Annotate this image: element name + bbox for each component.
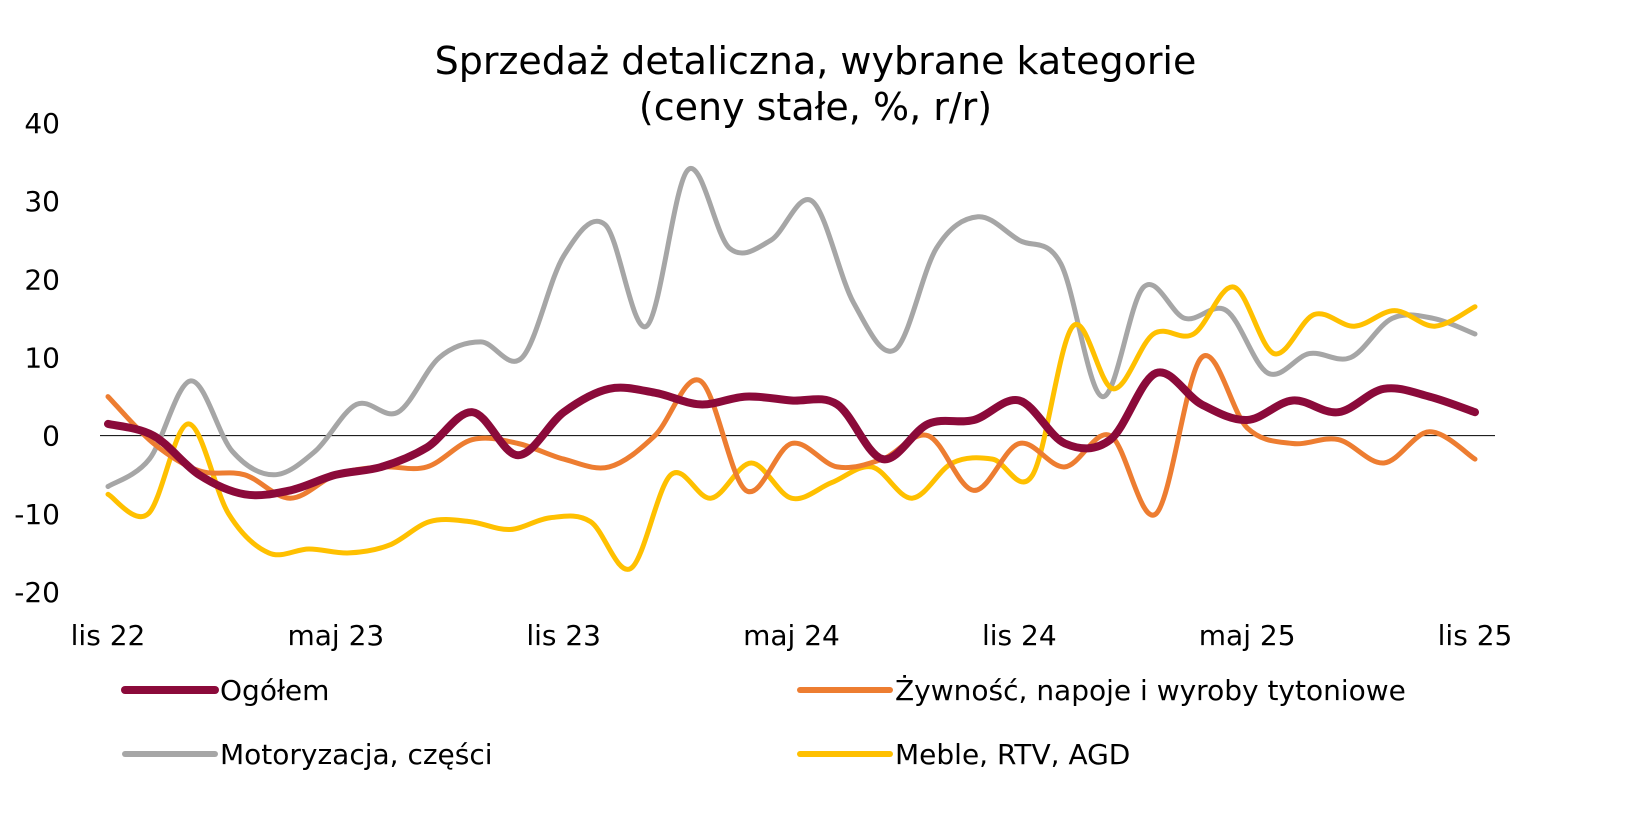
legend: Ogółem Żywność, napoje i wyroby tytoniowe… bbox=[121, 674, 1406, 771]
chart-title: Sprzedaż detaliczna, wybrane kategorie bbox=[434, 39, 1197, 83]
y-tick-label: 30 bbox=[24, 185, 60, 218]
y-axis-tick-labels: 40 30 20 10 0 -10 -20 bbox=[14, 107, 60, 609]
y-tick-label: 20 bbox=[24, 263, 60, 296]
series-line bbox=[105, 166, 1478, 489]
series-lines bbox=[104, 166, 1479, 572]
y-tick-label: -10 bbox=[14, 498, 60, 531]
x-tick-label: maj 23 bbox=[287, 619, 384, 652]
x-tick-label: maj 24 bbox=[743, 619, 840, 652]
y-tick-label: 0 bbox=[42, 420, 60, 453]
x-tick-label: lis 24 bbox=[982, 619, 1057, 652]
x-tick-label: lis 22 bbox=[71, 619, 146, 652]
legend-label: Meble, RTV, AGD bbox=[895, 738, 1130, 771]
series-line bbox=[104, 368, 1479, 500]
x-tick-label: lis 25 bbox=[1438, 619, 1513, 652]
legend-label: Motoryzacja, części bbox=[220, 738, 493, 771]
legend-label: Ogółem bbox=[220, 674, 329, 707]
x-tick-label: maj 25 bbox=[1199, 619, 1296, 652]
y-tick-label: -20 bbox=[14, 576, 60, 609]
legend-label: Żywność, napoje i wyroby tytoniowe bbox=[895, 674, 1406, 707]
x-axis-tick-labels: lis 22 maj 23 lis 23 maj 24 lis 24 maj 25 lis … bbox=[71, 619, 1513, 652]
y-tick-label: 10 bbox=[24, 342, 60, 375]
x-tick-label: lis 23 bbox=[526, 619, 601, 652]
chart-subtitle: (ceny stałe, %, r/r) bbox=[638, 85, 993, 129]
y-tick-label: 40 bbox=[24, 107, 60, 140]
series-line bbox=[105, 284, 1478, 572]
